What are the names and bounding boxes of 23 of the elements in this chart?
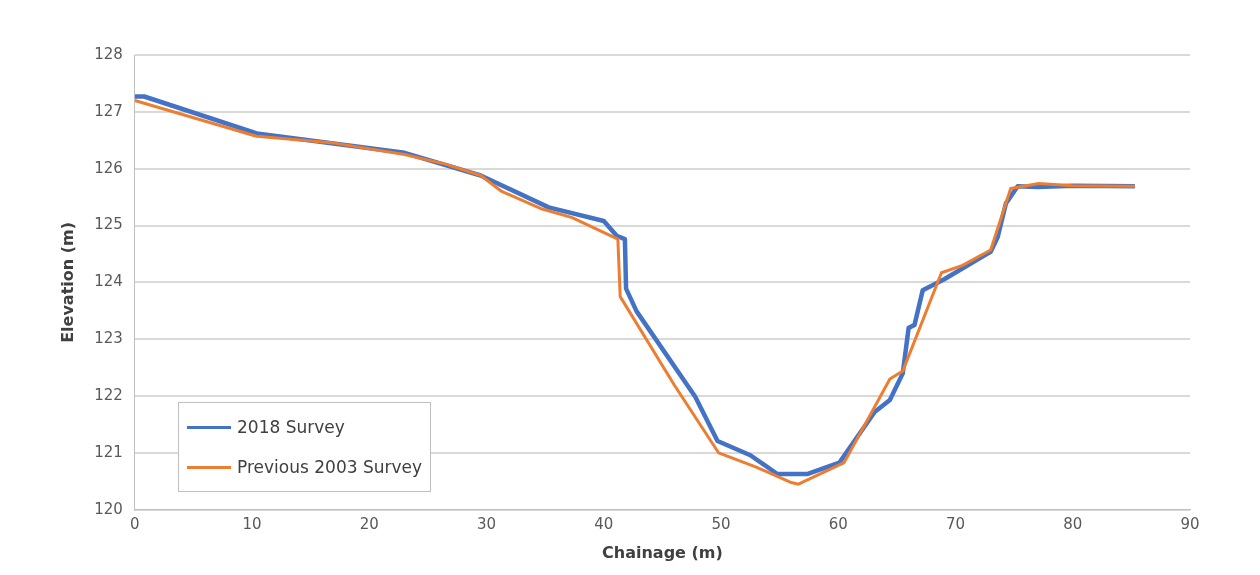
- legend-label: 2018 Survey: [237, 417, 345, 437]
- y-tick-label: 127: [94, 101, 123, 120]
- legend-label: Previous 2003 Survey: [237, 457, 423, 477]
- x-tick-label: 20: [359, 514, 379, 533]
- x-axis-title: Chainage (m): [602, 542, 723, 562]
- x-tick-label: 0: [130, 514, 140, 533]
- y-tick-label: 126: [94, 158, 123, 177]
- x-tick-label: 30: [477, 514, 497, 533]
- y-tick-label: 122: [94, 385, 123, 404]
- y-axis-title: Elevation (m): [57, 221, 77, 343]
- y-tick-label: 125: [94, 215, 123, 234]
- y-tick-label: 124: [94, 272, 123, 291]
- x-tick-label: 40: [594, 514, 614, 533]
- y-tick-label: 121: [94, 442, 123, 461]
- x-tick-label: 70: [945, 514, 966, 533]
- y-tick-label: 128: [94, 44, 123, 63]
- x-tick-label: 60: [828, 514, 848, 533]
- y-tick-label: 120: [94, 499, 123, 518]
- x-tick-label: 50: [711, 514, 731, 533]
- x-tick-label: 90: [1180, 514, 1200, 533]
- x-tick-label: 10: [242, 514, 262, 533]
- y-tick-label: 123: [94, 329, 123, 348]
- x-tick-label: 80: [1063, 514, 1083, 533]
